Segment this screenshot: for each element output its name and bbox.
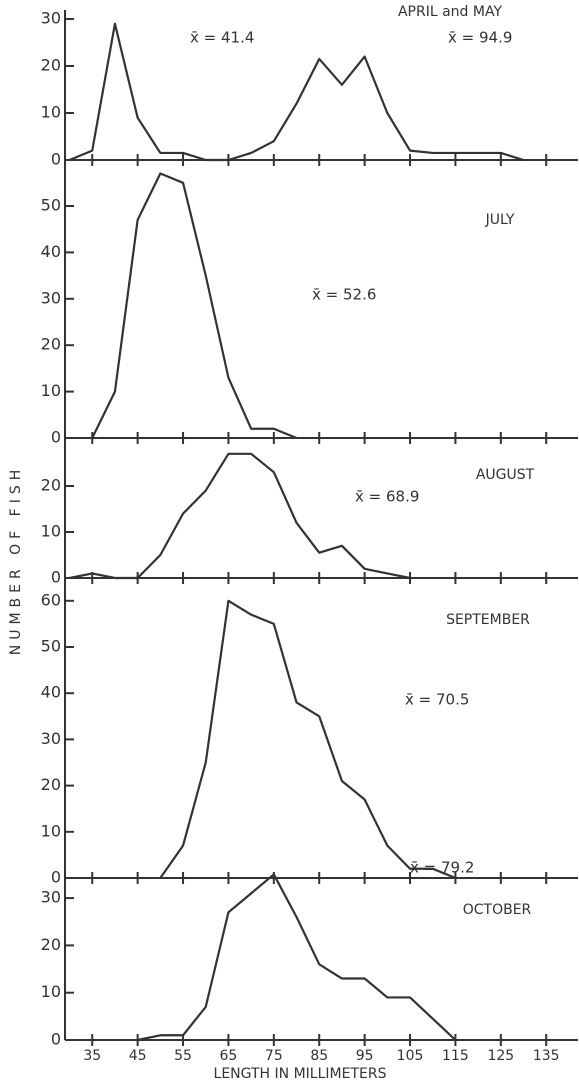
mean-annotation: x̄ = 79.2 [410, 859, 474, 877]
y-axis-label: NUMBER OF FISH [8, 465, 24, 656]
y-tick-label: 0 [51, 868, 61, 887]
y-tick-label: 20 [41, 935, 61, 954]
panel-title: SEPTEMBER [446, 612, 530, 628]
y-tick-label: 10 [41, 381, 61, 400]
y-tick-label: 30 [41, 288, 61, 307]
x-tick-label: 105 [397, 1048, 424, 1064]
y-tick-label: 10 [41, 103, 61, 122]
panel-title: APRIL and MAY [398, 4, 502, 20]
x-tick-label: 85 [310, 1048, 328, 1064]
y-tick-label: 60 [41, 590, 61, 609]
x-axis-label: LENGTH IN MILLIMETERS [214, 1066, 387, 1082]
mean-annotation: x̄ = 52.6 [312, 286, 376, 304]
x-tick-label: 125 [487, 1048, 514, 1064]
x-tick-label: 35 [83, 1048, 101, 1064]
line [91, 172, 297, 440]
y-tick-label: 40 [41, 683, 61, 702]
y-tick-label: 0 [51, 1030, 61, 1049]
y-tick-label: 50 [41, 637, 61, 656]
y-tick-label: 0 [51, 428, 61, 447]
y-tick-label: 20 [41, 56, 61, 75]
line [159, 599, 456, 880]
y-tick-label: 10 [41, 982, 61, 1001]
y-tick-label: 20 [41, 775, 61, 794]
x-tick-label: 115 [442, 1048, 469, 1064]
line [137, 873, 457, 1042]
mean-annotation: x̄ = 70.5 [405, 691, 469, 709]
y-tick-label: 50 [41, 196, 61, 215]
y-tick-label: 40 [41, 242, 61, 261]
mean-annotation: x̄ = 68.9 [355, 488, 419, 506]
y-tick-label: 0 [51, 150, 61, 169]
y-tick-label: 0 [51, 568, 61, 587]
panel-title: OCTOBER [463, 902, 532, 918]
x-tick-label: 45 [129, 1048, 147, 1064]
line [69, 22, 524, 162]
mean-annotation: x̄ = 94.9 [448, 29, 512, 47]
y-tick-label: 10 [41, 821, 61, 840]
x-tick-label: 135 [533, 1048, 560, 1064]
y-tick-label: 10 [41, 522, 61, 541]
x-tick-label: 65 [220, 1048, 238, 1064]
y-tick-label: 30 [41, 729, 61, 748]
y-tick-label: 30 [41, 888, 61, 907]
mean-annotation: x̄ = 41.4 [190, 29, 254, 47]
x-tick-label: 75 [265, 1048, 283, 1064]
y-tick-label: 30 [41, 9, 61, 28]
line [69, 452, 411, 580]
panel-title: AUGUST [476, 467, 535, 483]
y-tick-label: 20 [41, 476, 61, 495]
y-tick-label: 20 [41, 335, 61, 354]
x-tick-label: 95 [356, 1048, 374, 1064]
x-tick-label: 55 [174, 1048, 192, 1064]
panel-title: JULY [485, 212, 515, 228]
